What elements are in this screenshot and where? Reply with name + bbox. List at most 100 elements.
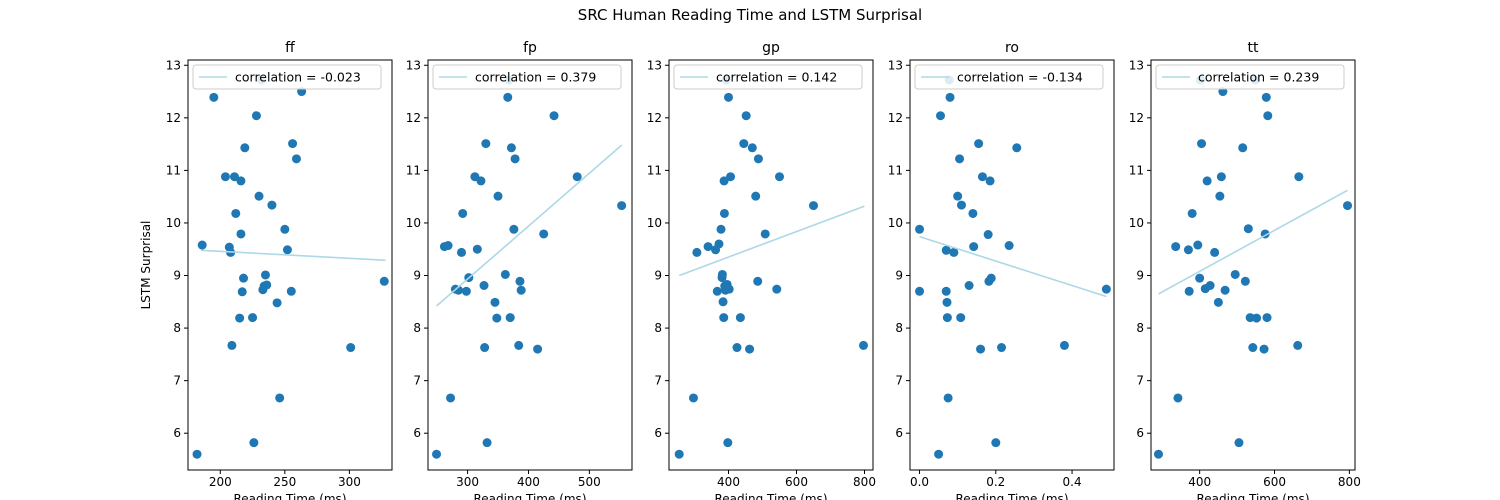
- y-tick-label: 8: [1136, 321, 1144, 335]
- axes-frame: [909, 59, 1115, 471]
- data-point: [719, 208, 729, 218]
- data-point: [237, 287, 247, 297]
- data-point: [500, 269, 510, 279]
- data-point: [1171, 242, 1181, 252]
- x-tick-label: 300: [338, 475, 361, 489]
- data-point: [1101, 284, 1111, 294]
- x-axis-label: Reading Time (ms): [473, 492, 586, 500]
- data-point: [739, 139, 749, 149]
- data-point: [760, 229, 770, 239]
- y-tick-label: 10: [647, 216, 662, 230]
- panel-title: ro: [1005, 40, 1019, 56]
- data-point: [533, 344, 543, 354]
- y-tick-label: 8: [654, 321, 662, 335]
- data-point: [1012, 143, 1022, 153]
- regression-line: [200, 249, 386, 262]
- x-tick-label: 250: [273, 475, 296, 489]
- data-point: [456, 247, 466, 257]
- data-point: [1220, 285, 1230, 295]
- x-tick-label: 400: [1188, 475, 1211, 489]
- data-point: [280, 224, 290, 234]
- data-point: [809, 201, 818, 211]
- data-point: [1234, 438, 1244, 448]
- data-point: [1183, 245, 1193, 255]
- y-axis-label: LSTM Surprisal: [139, 221, 153, 310]
- data-point: [1252, 313, 1262, 323]
- regression-line: [678, 205, 865, 277]
- data-point: [1187, 208, 1197, 218]
- data-point: [934, 449, 944, 459]
- data-point: [712, 286, 722, 296]
- axes-frame: [668, 59, 874, 471]
- data-point: [572, 172, 582, 182]
- y-tick-label: 7: [173, 374, 181, 388]
- y-tick-label: 11: [647, 163, 662, 177]
- data-point: [1202, 176, 1212, 186]
- legend-label: correlation = 0.379: [475, 70, 596, 85]
- x-axis-label: Reading Time (ms): [233, 492, 346, 500]
- data-point: [688, 393, 698, 403]
- data-point: [915, 224, 925, 234]
- data-point: [986, 273, 996, 283]
- data-point: [1262, 313, 1272, 323]
- data-point: [1215, 191, 1225, 201]
- data-point: [674, 449, 684, 459]
- y-tick-label: 10: [166, 216, 181, 230]
- data-point: [956, 200, 966, 210]
- data-point: [472, 244, 482, 254]
- data-point: [539, 229, 549, 239]
- x-tick-label: 500: [578, 475, 601, 489]
- data-point: [724, 92, 733, 102]
- y-tick-label: 9: [895, 269, 903, 283]
- y-tick-label: 7: [895, 374, 903, 388]
- data-point: [197, 240, 207, 250]
- data-point: [514, 340, 524, 350]
- data-point: [260, 270, 270, 280]
- data-point: [1197, 139, 1207, 149]
- data-point: [983, 230, 993, 240]
- data-point: [549, 111, 559, 121]
- data-point: [949, 247, 959, 257]
- data-point: [1240, 276, 1250, 286]
- panel-title: tt: [1248, 40, 1259, 56]
- y-tick-label: 6: [1136, 426, 1144, 440]
- data-point: [1294, 172, 1304, 182]
- y-tick-label: 12: [406, 111, 421, 125]
- x-tick-label: 0.2: [986, 475, 1005, 489]
- data-point: [267, 200, 277, 210]
- y-tick-label: 10: [1129, 216, 1144, 230]
- data-point: [275, 393, 285, 403]
- data-point: [717, 269, 727, 279]
- x-tick-label: 600: [785, 475, 808, 489]
- data-point: [915, 286, 925, 296]
- data-point: [493, 191, 503, 201]
- legend-box: [673, 64, 863, 90]
- data-point: [941, 245, 951, 255]
- data-point: [229, 172, 239, 182]
- data-point: [1193, 240, 1203, 250]
- data-point: [251, 111, 261, 121]
- data-point: [753, 276, 763, 286]
- data-point: [719, 176, 729, 186]
- data-point: [723, 438, 733, 448]
- data-point: [1238, 143, 1248, 153]
- data-point: [481, 139, 491, 149]
- data-point: [956, 313, 966, 323]
- data-point: [516, 285, 526, 295]
- data-point: [936, 111, 946, 121]
- legend-label: correlation = 0.239: [1198, 70, 1319, 85]
- figure-title: SRC Human Reading Time and LSTM Surprisa…: [577, 6, 923, 24]
- x-tick-label: 400: [517, 475, 540, 489]
- legend-box: [1155, 64, 1345, 90]
- x-tick-label: 0.0: [910, 475, 929, 489]
- panel-ro: ro 0.0 0.2 0.4 6 7 8 9 10 11 12 13 Reading Time (ms)…: [888, 40, 1115, 500]
- data-point: [291, 154, 301, 164]
- data-point: [703, 242, 713, 252]
- legend-box: [432, 64, 622, 90]
- x-tick-label: 600: [1263, 475, 1286, 489]
- y-tick-label: 6: [413, 426, 421, 440]
- y-tick-label: 6: [895, 426, 903, 440]
- regression-line: [1158, 189, 1348, 295]
- legend-box: [192, 64, 382, 90]
- legend-label: correlation = -0.134: [957, 70, 1083, 85]
